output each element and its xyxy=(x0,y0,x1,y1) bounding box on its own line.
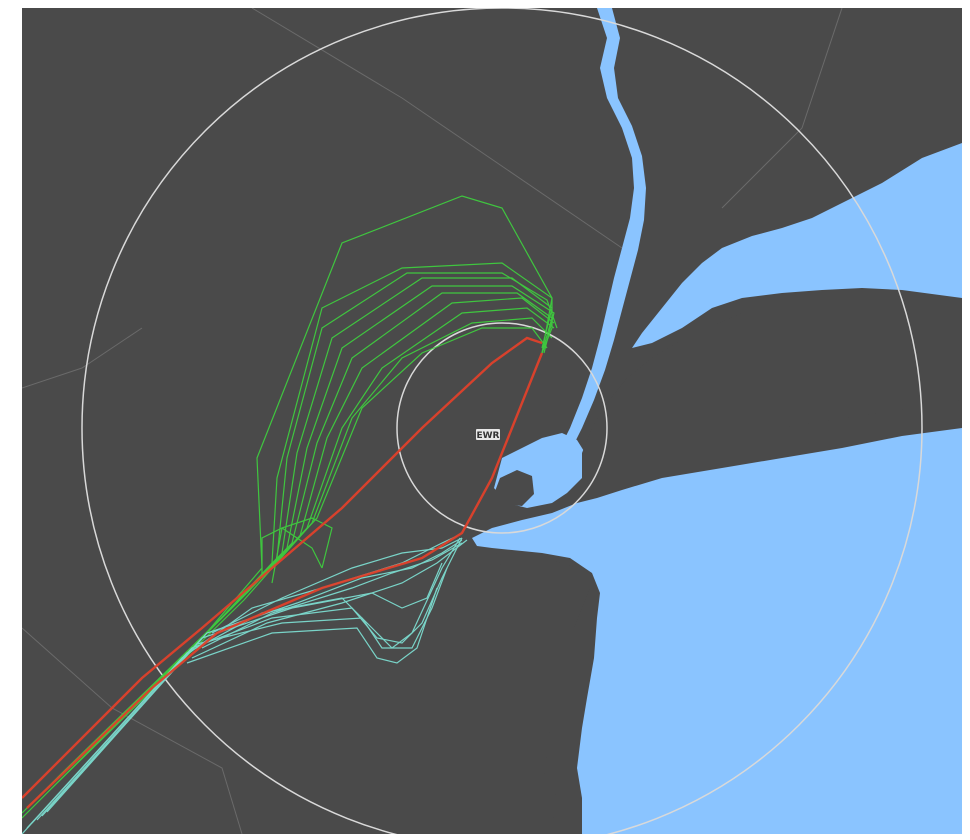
flight-track xyxy=(191,539,468,659)
flight-track xyxy=(22,195,553,819)
map-canvas: EWR xyxy=(22,8,962,834)
airport-code-label: EWR xyxy=(476,431,499,441)
flight-track xyxy=(201,542,463,649)
state-border-line xyxy=(22,627,243,834)
inner-range-ring xyxy=(396,322,608,534)
sound-water xyxy=(632,143,962,348)
state-border-line xyxy=(721,8,843,209)
teal-track-group xyxy=(22,535,468,834)
flight-track xyxy=(22,336,543,799)
long-island-land xyxy=(582,300,962,488)
flight-track xyxy=(51,317,553,789)
outer-range-ring xyxy=(81,8,923,834)
red-track-group xyxy=(22,336,544,809)
state-border-line xyxy=(22,327,143,389)
ocean-water xyxy=(472,428,962,834)
flight-track xyxy=(26,352,544,809)
airport-label-bg xyxy=(476,429,500,440)
airport-marker: EWR xyxy=(476,429,500,441)
staten-island-land xyxy=(494,470,534,506)
flight-track xyxy=(46,539,463,813)
flight-track xyxy=(186,587,438,664)
green-track-group xyxy=(22,195,558,819)
flight-track xyxy=(271,517,333,584)
state-border-line xyxy=(251,8,623,249)
flight-track-map: EWR xyxy=(22,8,962,834)
flight-track xyxy=(211,537,463,634)
hudson-river xyxy=(560,8,646,448)
nj-coastline xyxy=(472,546,590,834)
flight-track xyxy=(26,537,461,829)
